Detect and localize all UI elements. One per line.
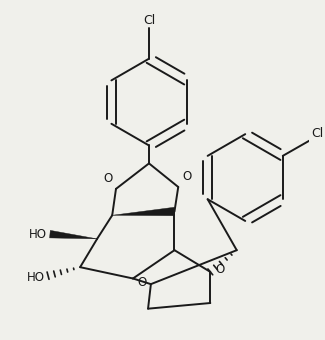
Text: O: O [215,264,224,276]
Text: Cl: Cl [143,14,155,27]
Polygon shape [112,207,175,216]
Text: O: O [137,276,146,289]
Text: HO: HO [27,271,45,284]
Text: O: O [103,172,112,185]
Text: HO: HO [29,228,47,241]
Text: Cl: Cl [311,127,323,140]
Text: O: O [182,170,191,183]
Polygon shape [50,231,97,239]
